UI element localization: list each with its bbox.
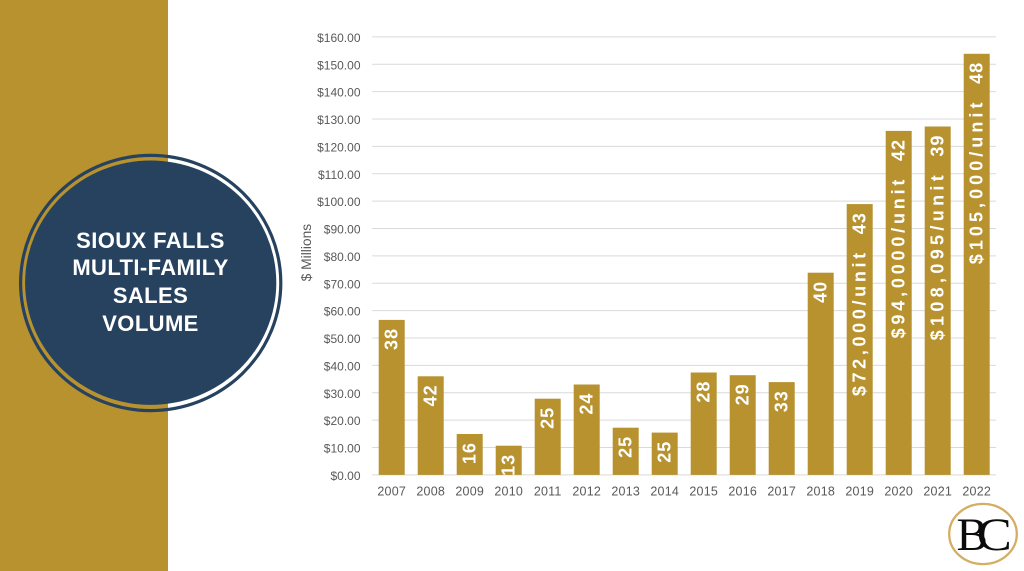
svg-text:$140.00: $140.00 xyxy=(317,86,361,100)
svg-text:42: 42 xyxy=(421,384,441,406)
svg-text:$40.00: $40.00 xyxy=(324,359,361,373)
svg-text:$110.00: $110.00 xyxy=(318,168,361,182)
svg-text:25: 25 xyxy=(655,441,675,463)
svg-text:2012: 2012 xyxy=(572,484,601,498)
svg-text:42: 42 xyxy=(889,139,909,161)
svg-text:2015: 2015 xyxy=(689,484,718,498)
svg-text:$150.00: $150.00 xyxy=(317,58,361,72)
svg-text:2019: 2019 xyxy=(845,484,874,498)
svg-text:2008: 2008 xyxy=(416,484,445,498)
svg-text:$10.00: $10.00 xyxy=(324,442,361,456)
svg-text:2010: 2010 xyxy=(494,484,523,498)
svg-text:2007: 2007 xyxy=(377,484,406,498)
svg-text:48: 48 xyxy=(967,62,987,84)
svg-text:2016: 2016 xyxy=(728,484,757,498)
svg-text:2009: 2009 xyxy=(455,484,484,498)
svg-text:$105,000/unit: $105,000/unit xyxy=(967,99,987,265)
svg-text:38: 38 xyxy=(382,328,402,350)
svg-text:2021: 2021 xyxy=(923,484,952,498)
svg-text:$30.00: $30.00 xyxy=(324,387,361,401)
svg-text:16: 16 xyxy=(460,442,480,464)
svg-text:2011: 2011 xyxy=(534,484,562,498)
svg-text:28: 28 xyxy=(694,381,714,403)
svg-text:29: 29 xyxy=(733,383,753,405)
svg-text:$72,000/unit: $72,000/unit xyxy=(850,249,870,396)
svg-text:$0.00: $0.00 xyxy=(330,469,360,483)
svg-text:C: C xyxy=(977,509,1012,561)
svg-text:$60.00: $60.00 xyxy=(324,305,361,319)
svg-text:$50.00: $50.00 xyxy=(324,332,361,346)
svg-text:2020: 2020 xyxy=(884,484,913,498)
svg-text:2014: 2014 xyxy=(650,484,679,498)
svg-text:2018: 2018 xyxy=(806,484,835,498)
svg-text:2022: 2022 xyxy=(962,484,991,498)
svg-text:$ Millions: $ Millions xyxy=(299,224,314,282)
svg-text:24: 24 xyxy=(577,393,597,415)
svg-text:43: 43 xyxy=(850,212,870,234)
svg-text:$94,0000/unit: $94,0000/unit xyxy=(889,176,909,339)
svg-text:$100.00: $100.00 xyxy=(317,195,361,209)
svg-text:2013: 2013 xyxy=(611,484,640,498)
svg-text:$20.00: $20.00 xyxy=(324,414,361,428)
svg-text:$90.00: $90.00 xyxy=(324,223,361,237)
svg-text:13: 13 xyxy=(499,454,519,476)
svg-text:25: 25 xyxy=(538,407,558,429)
svg-text:2017: 2017 xyxy=(767,484,796,498)
svg-text:$160.00: $160.00 xyxy=(317,31,361,45)
svg-text:25: 25 xyxy=(616,436,636,458)
svg-text:$130.00: $130.00 xyxy=(317,113,361,127)
svg-text:B: B xyxy=(957,509,988,561)
svg-text:39: 39 xyxy=(928,135,948,157)
svg-text:$70.00: $70.00 xyxy=(324,277,361,291)
svg-text:40: 40 xyxy=(811,281,831,303)
svg-text:$108,095/unit: $108,095/unit xyxy=(928,171,948,340)
svg-text:$80.00: $80.00 xyxy=(324,250,361,264)
svg-text:$120.00: $120.00 xyxy=(317,140,361,154)
svg-text:33: 33 xyxy=(772,390,792,412)
